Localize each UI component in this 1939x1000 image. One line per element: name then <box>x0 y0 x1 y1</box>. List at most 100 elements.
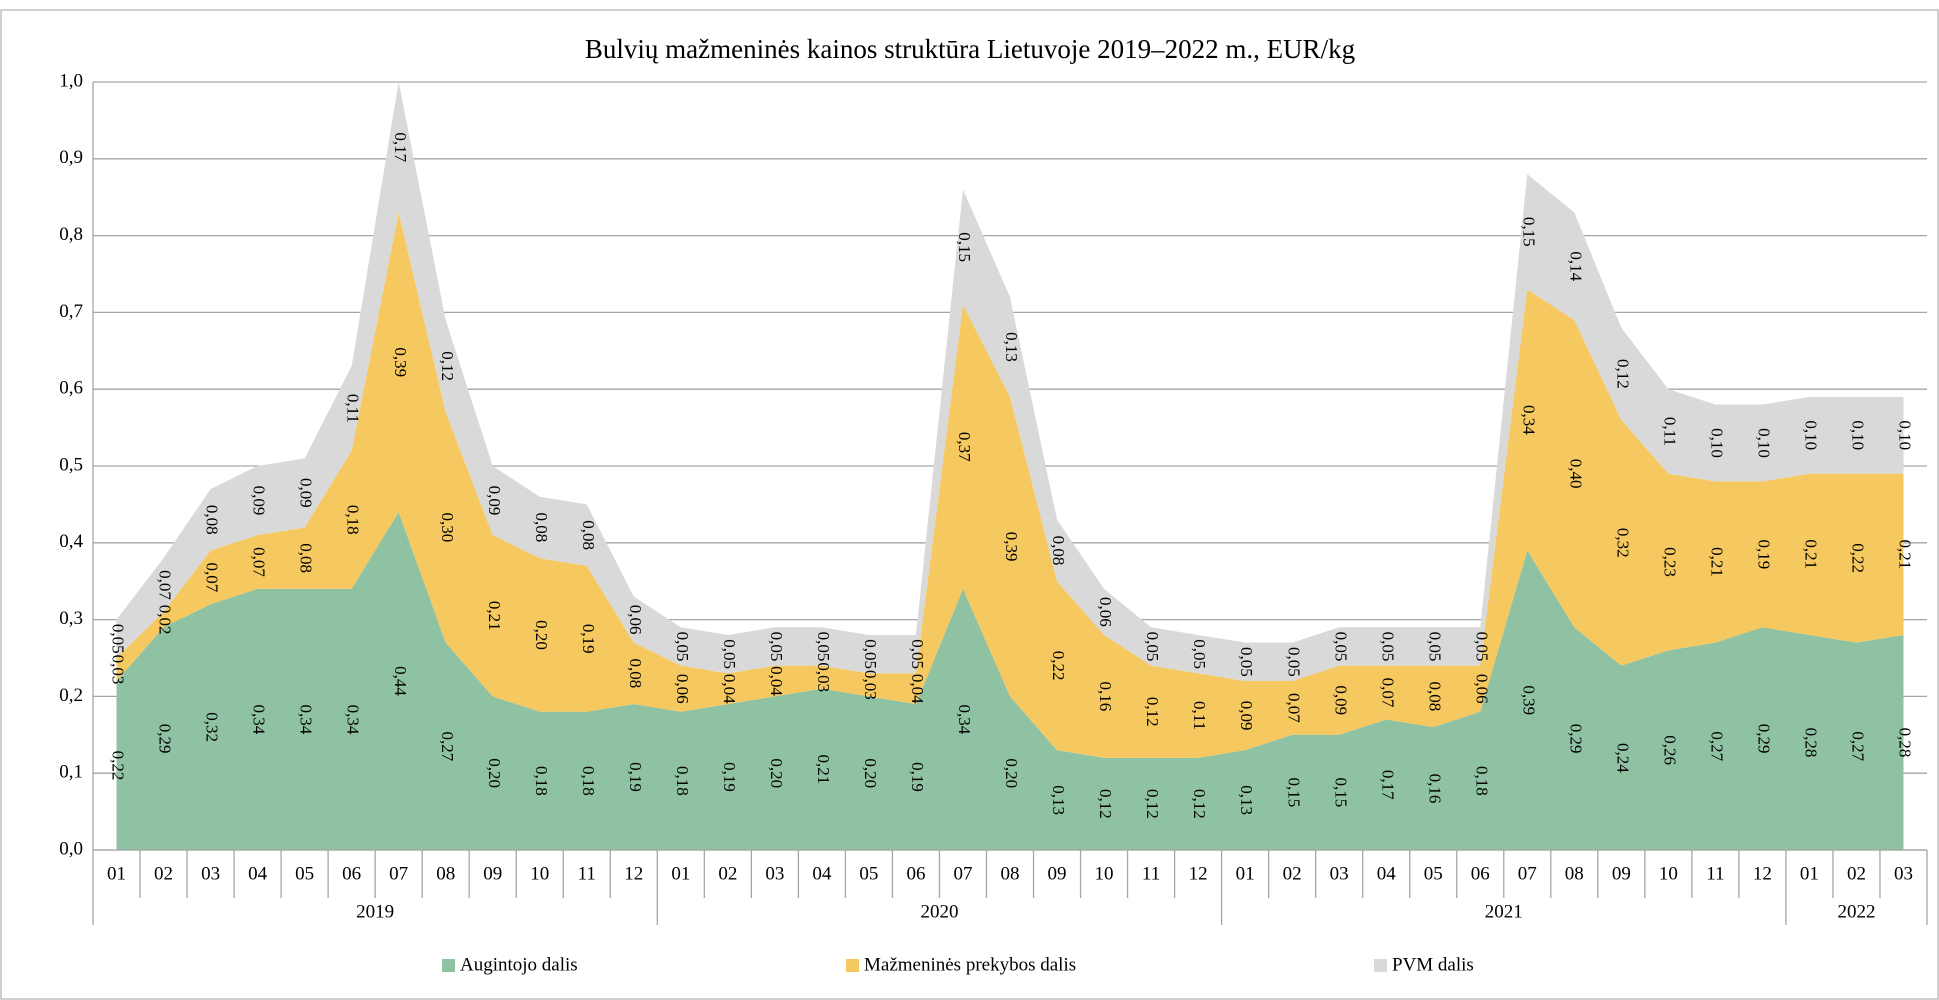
x-tick-label: 01 <box>1236 863 1255 884</box>
data-label: 0,37 <box>955 432 974 462</box>
x-tick-label: 07 <box>953 863 972 884</box>
legend-swatch <box>846 959 859 972</box>
x-tick-label: 03 <box>201 863 220 884</box>
x-tick-label: 10 <box>1659 863 1678 884</box>
data-label: 0,21 <box>485 601 504 631</box>
data-label: 0,15 <box>1284 778 1303 808</box>
data-label: 0,16 <box>1425 774 1444 804</box>
x-tick-label: 12 <box>1753 863 1772 884</box>
x-tick-label: 09 <box>483 863 502 884</box>
data-label: 0,06 <box>673 674 692 704</box>
x-tick-label: 07 <box>1518 863 1537 884</box>
data-label: 0,05 <box>720 639 739 669</box>
data-label: 0,05 <box>1331 632 1350 662</box>
legend-label: Mažmeninės prekybos dalis <box>864 954 1076 975</box>
legend-swatch <box>442 959 455 972</box>
data-label: 0,07 <box>1378 678 1397 708</box>
y-tick-label: 1,0 <box>59 70 83 91</box>
data-label: 0,08 <box>203 505 222 535</box>
data-label: 0,08 <box>579 520 598 550</box>
x-tick-label: 11 <box>1142 863 1160 884</box>
x-tick-label: 04 <box>1377 863 1397 884</box>
y-tick-label: 0,3 <box>59 608 83 629</box>
data-label: 0,05 <box>109 624 128 654</box>
x-tick-label: 03 <box>1330 863 1349 884</box>
data-label: 0,23 <box>1660 547 1679 577</box>
legend-label: PVM dalis <box>1392 954 1474 975</box>
data-label: 0,14 <box>1566 251 1585 281</box>
data-label: 0,08 <box>1049 536 1068 566</box>
y-tick-label: 0,9 <box>59 147 83 168</box>
y-tick-label: 0,7 <box>59 301 83 322</box>
data-label: 0,10 <box>1707 428 1726 458</box>
data-label: 0,05 <box>814 632 833 662</box>
x-tick-label: 08 <box>436 863 455 884</box>
data-label: 0,15 <box>1519 217 1538 247</box>
legend-label: Augintojo dalis <box>460 954 578 975</box>
data-label: 0,28 <box>1896 728 1915 758</box>
data-label: 0,34 <box>955 705 974 735</box>
area <box>116 82 1904 682</box>
y-tick-label: 0,8 <box>59 224 83 245</box>
data-label: 0,32 <box>203 712 222 742</box>
data-label: 0,19 <box>579 624 598 654</box>
data-label: 0,10 <box>1755 428 1774 458</box>
data-label: 0,06 <box>1096 597 1115 627</box>
x-tick-label: 01 <box>1800 863 1819 884</box>
x-tick-label: 06 <box>906 863 925 884</box>
data-label: 0,05 <box>1425 632 1444 662</box>
data-label: 0,22 <box>1849 543 1868 573</box>
x-group-label: 2022 <box>1837 901 1875 922</box>
data-label: 0,12 <box>438 351 457 381</box>
area <box>116 512 1904 850</box>
x-tick-label: 12 <box>624 863 643 884</box>
data-label: 0,12 <box>1613 359 1632 389</box>
chart-title: Bulvių mažmeninės kainos struktūra Lietu… <box>585 34 1355 64</box>
data-label: 0,34 <box>250 705 269 735</box>
data-label: 0,28 <box>1802 728 1821 758</box>
data-label: 0,05 <box>1190 639 1209 669</box>
data-label: 0,10 <box>1849 420 1868 450</box>
data-label: 0,09 <box>250 486 269 516</box>
data-label: 0,24 <box>1613 743 1632 773</box>
data-label: 0,06 <box>626 605 645 635</box>
x-tick-label: 04 <box>812 863 832 884</box>
y-tick-label: 0,5 <box>59 454 83 475</box>
data-label: 0,29 <box>156 724 175 754</box>
data-label: 0,16 <box>1096 682 1115 712</box>
data-label: 0,09 <box>485 486 504 516</box>
data-label: 0,04 <box>767 666 786 696</box>
data-label: 0,11 <box>1660 417 1679 446</box>
data-label: 0,03 <box>814 662 833 692</box>
data-label: 0,08 <box>1425 682 1444 712</box>
y-tick-label: 0,6 <box>59 378 83 399</box>
x-tick-label: 07 <box>389 863 408 884</box>
x-tick-label: 09 <box>1612 863 1631 884</box>
x-tick-label: 09 <box>1048 863 1067 884</box>
data-label: 0,03 <box>109 655 128 685</box>
data-label: 0,12 <box>1190 789 1209 819</box>
data-label: 0,34 <box>1519 405 1538 435</box>
data-label: 0,10 <box>1896 420 1915 450</box>
x-tick-label: 06 <box>1471 863 1490 884</box>
data-label: 0,19 <box>1755 539 1774 569</box>
data-label: 0,03 <box>861 670 880 700</box>
x-tick-label: 05 <box>1424 863 1443 884</box>
data-label: 0,27 <box>1707 731 1726 761</box>
x-tick-label: 03 <box>1894 863 1913 884</box>
data-label: 0,05 <box>1237 647 1256 677</box>
data-label: 0,04 <box>908 674 927 704</box>
data-label: 0,26 <box>1660 735 1679 765</box>
data-label: 0,09 <box>1237 701 1256 731</box>
data-label: 0,18 <box>532 766 551 796</box>
legend-swatch <box>1374 959 1387 972</box>
x-tick-label: 03 <box>765 863 784 884</box>
data-label: 0,20 <box>861 758 880 788</box>
data-label: 0,39 <box>1519 685 1538 715</box>
data-label: 0,18 <box>579 766 598 796</box>
data-label: 0,20 <box>1002 758 1021 788</box>
data-label: 0,39 <box>1002 532 1021 562</box>
data-label: 0,34 <box>297 705 316 735</box>
data-label: 0,27 <box>1849 731 1868 761</box>
data-label: 0,09 <box>297 478 316 508</box>
